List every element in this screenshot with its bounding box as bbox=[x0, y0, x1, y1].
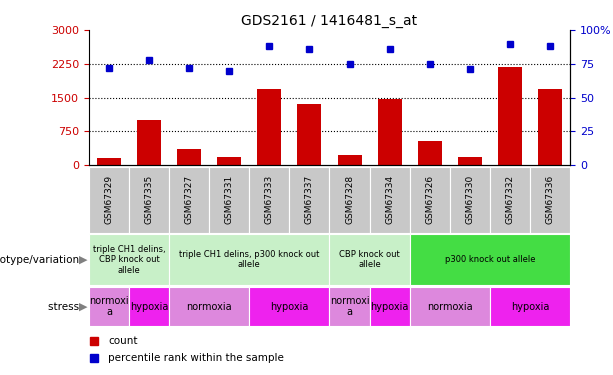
Bar bbox=[409, 234, 570, 285]
Text: GSM67334: GSM67334 bbox=[385, 175, 394, 224]
Bar bbox=[249, 167, 289, 232]
Bar bbox=[378, 99, 402, 165]
Bar bbox=[129, 287, 169, 326]
Bar bbox=[490, 167, 530, 232]
Bar bbox=[370, 167, 409, 232]
Bar bbox=[330, 287, 370, 326]
Text: ▶: ▶ bbox=[79, 255, 88, 265]
Text: CBP knock out
allele: CBP knock out allele bbox=[339, 250, 400, 269]
Bar bbox=[257, 88, 281, 165]
Bar bbox=[297, 104, 321, 165]
Text: percentile rank within the sample: percentile rank within the sample bbox=[108, 353, 284, 363]
Bar bbox=[370, 287, 409, 326]
Bar bbox=[330, 167, 370, 232]
Bar bbox=[249, 287, 330, 326]
Bar bbox=[89, 234, 169, 285]
Text: ▶: ▶ bbox=[79, 302, 88, 312]
Text: normoxi
a: normoxi a bbox=[330, 296, 370, 317]
Bar bbox=[169, 234, 330, 285]
Text: hypoxia: hypoxia bbox=[130, 302, 168, 312]
Bar bbox=[458, 157, 482, 165]
Bar bbox=[338, 155, 362, 165]
Text: GSM67333: GSM67333 bbox=[265, 175, 274, 224]
Text: triple CH1 delins, p300 knock out
allele: triple CH1 delins, p300 knock out allele bbox=[179, 250, 319, 269]
Bar bbox=[409, 167, 450, 232]
Text: GSM67327: GSM67327 bbox=[185, 175, 194, 224]
Text: GSM67331: GSM67331 bbox=[225, 175, 234, 224]
Text: GSM67337: GSM67337 bbox=[305, 175, 314, 224]
Bar bbox=[538, 88, 562, 165]
Bar bbox=[417, 141, 442, 165]
Text: hypoxia: hypoxia bbox=[511, 302, 549, 312]
Bar bbox=[498, 67, 522, 165]
Bar bbox=[97, 158, 121, 165]
Bar bbox=[209, 167, 249, 232]
Bar bbox=[177, 149, 201, 165]
Text: count: count bbox=[108, 336, 138, 345]
Bar bbox=[450, 167, 490, 232]
Bar bbox=[530, 167, 570, 232]
Text: hypoxia: hypoxia bbox=[270, 302, 308, 312]
Bar bbox=[330, 234, 409, 285]
Text: stress: stress bbox=[48, 302, 83, 312]
Bar bbox=[490, 287, 570, 326]
Text: GSM67335: GSM67335 bbox=[145, 175, 153, 224]
Bar bbox=[89, 167, 129, 232]
Bar bbox=[409, 287, 490, 326]
Bar bbox=[289, 167, 330, 232]
Text: hypoxia: hypoxia bbox=[370, 302, 409, 312]
Text: normoxia: normoxia bbox=[427, 302, 473, 312]
Text: GSM67329: GSM67329 bbox=[104, 175, 113, 224]
Text: p300 knock out allele: p300 knock out allele bbox=[444, 255, 535, 264]
Bar bbox=[169, 167, 209, 232]
Text: GSM67328: GSM67328 bbox=[345, 175, 354, 224]
Text: GSM67330: GSM67330 bbox=[465, 175, 474, 224]
Text: GSM67332: GSM67332 bbox=[506, 175, 514, 224]
Text: triple CH1 delins,
CBP knock out
allele: triple CH1 delins, CBP knock out allele bbox=[93, 245, 166, 274]
Bar bbox=[137, 120, 161, 165]
Bar bbox=[89, 287, 129, 326]
Bar bbox=[129, 167, 169, 232]
Text: normoxia: normoxia bbox=[186, 302, 232, 312]
Title: GDS2161 / 1416481_s_at: GDS2161 / 1416481_s_at bbox=[242, 13, 417, 28]
Text: genotype/variation: genotype/variation bbox=[0, 255, 83, 265]
Bar bbox=[217, 157, 242, 165]
Text: normoxi
a: normoxi a bbox=[89, 296, 129, 317]
Bar bbox=[169, 287, 249, 326]
Text: GSM67326: GSM67326 bbox=[425, 175, 434, 224]
Text: GSM67336: GSM67336 bbox=[546, 175, 555, 224]
